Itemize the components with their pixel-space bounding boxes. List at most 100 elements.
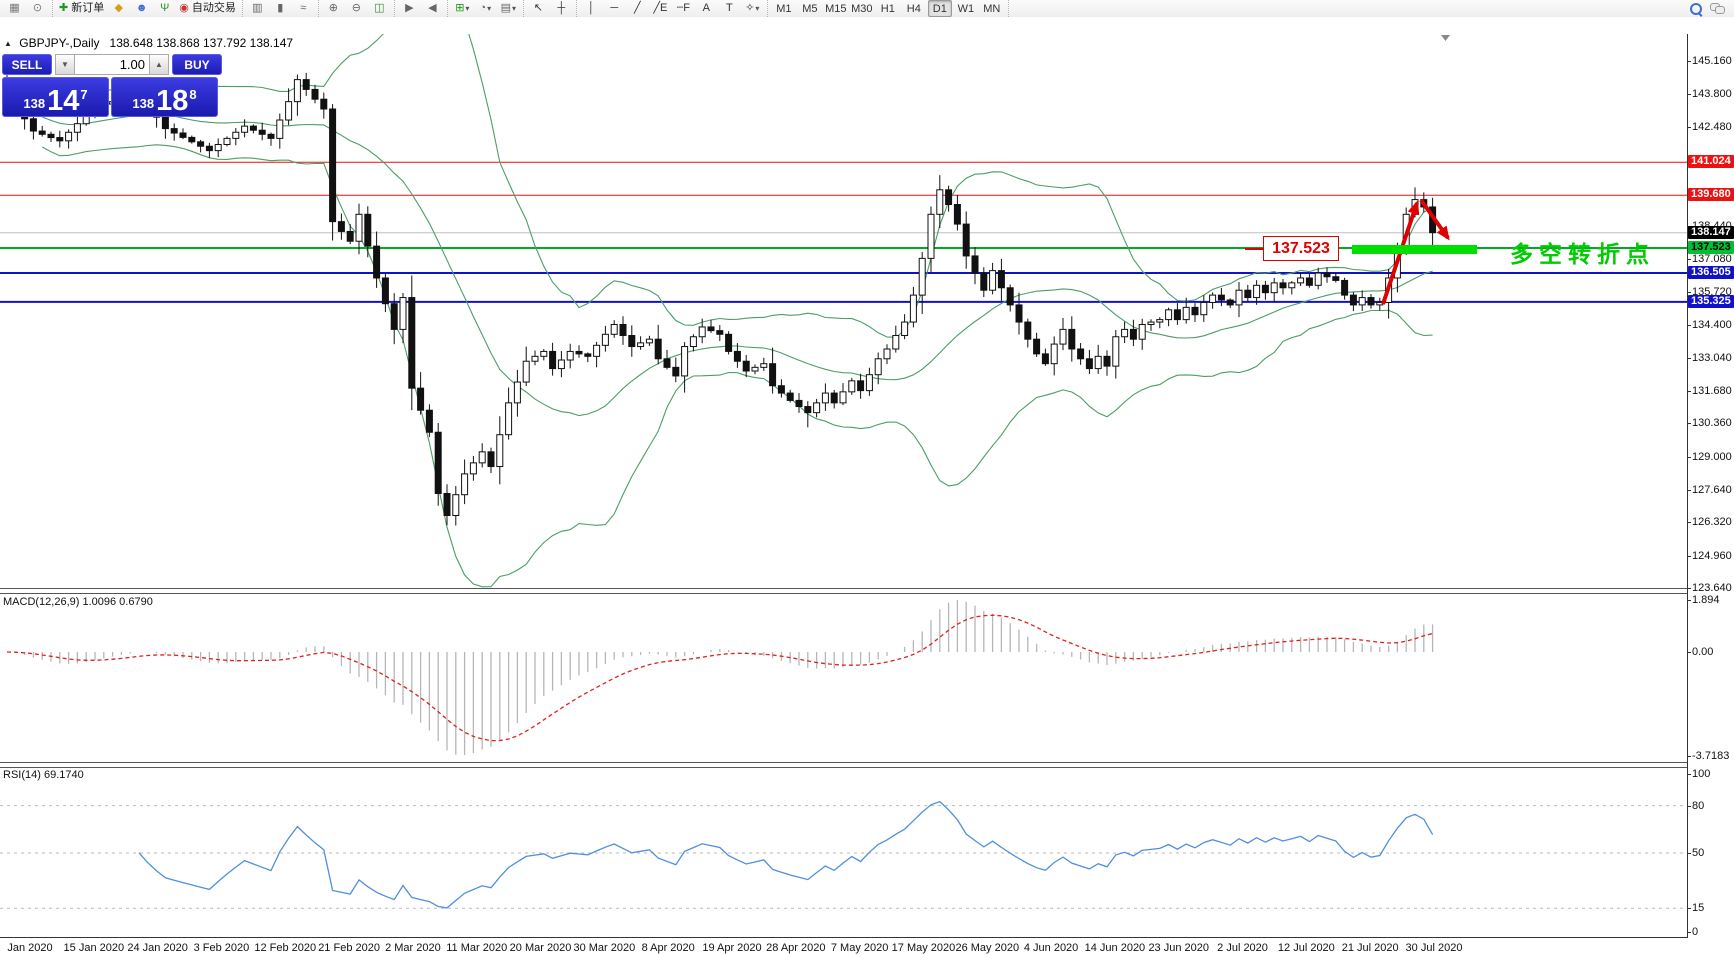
axis-tick xyxy=(1687,292,1691,294)
timeframe-button-w1[interactable]: W1 xyxy=(957,2,975,15)
candle-bullish xyxy=(469,462,477,475)
dropdown-caret-icon[interactable]: ▾ xyxy=(755,4,760,13)
bollinger-middle-band[interactable] xyxy=(42,113,1433,417)
macd-pane[interactable] xyxy=(0,592,1687,763)
candle-bullish xyxy=(1200,301,1208,316)
new-order-icon[interactable]: ✚ 新订单 xyxy=(57,0,106,17)
candle-bullish xyxy=(883,348,891,360)
sell-button[interactable]: SELL xyxy=(2,54,52,75)
price-axis-label: 136.505 xyxy=(1688,265,1734,279)
candle-bearish xyxy=(663,358,671,368)
volume-input[interactable] xyxy=(75,54,149,75)
candle-bullish xyxy=(1094,355,1102,370)
periods-icon: ◔ xyxy=(479,2,487,14)
candle-bearish xyxy=(29,118,37,132)
candle-bullish xyxy=(892,335,900,350)
price-axis-label: 139.680 xyxy=(1688,188,1734,202)
search-icon[interactable] xyxy=(1690,2,1703,17)
timeframe-button-m15[interactable]: M15 xyxy=(825,2,847,15)
text-label-icon: T xyxy=(725,2,733,14)
candle-bearish xyxy=(170,128,178,134)
text-label-icon[interactable]: T xyxy=(719,0,740,17)
buy-button[interactable]: BUY xyxy=(172,54,222,75)
pane-separator[interactable] xyxy=(0,588,1687,594)
pane-separator[interactable] xyxy=(0,762,1687,768)
candle-bearish xyxy=(346,230,354,242)
periods-icon[interactable]: ◔ ▾ xyxy=(475,0,496,17)
tile-windows-icon[interactable]: ◫ xyxy=(369,0,390,17)
buy-price-button[interactable]: 138 18 8 xyxy=(111,77,218,117)
metaeditor-icon[interactable]: ◆ xyxy=(108,0,129,17)
chart-shift-marker[interactable] xyxy=(1441,35,1450,41)
dropdown-caret-icon[interactable]: ▾ xyxy=(487,4,492,13)
indicators-icon[interactable]: ⊞ ▾ xyxy=(452,0,473,17)
dropdown-caret-icon[interactable]: ▾ xyxy=(465,4,470,13)
timeframe-button-m30[interactable]: M30 xyxy=(851,2,873,15)
timeframe-button-m5[interactable]: M5 xyxy=(802,2,818,15)
line-chart-icon[interactable]: ≈ xyxy=(293,0,314,17)
autoscroll-icon[interactable]: ▶ xyxy=(399,0,420,17)
candle-bearish xyxy=(1323,272,1331,278)
trendline-icon[interactable]: ╱ xyxy=(627,0,648,17)
autotrade-icon[interactable]: ◉ 自动交易 xyxy=(177,0,238,17)
down-arrow-annotation[interactable] xyxy=(1419,198,1450,241)
templates-icon[interactable]: ▤ ▾ xyxy=(498,0,519,17)
new-chart-icon[interactable]: ▦ xyxy=(4,0,25,17)
equidistant-channel-icon[interactable]: ╱E xyxy=(650,0,671,17)
pivot-annotation-text[interactable]: 多空转折点 xyxy=(1510,241,1655,267)
text-icon[interactable]: A xyxy=(696,0,717,17)
bollinger-lower-band[interactable] xyxy=(41,144,1433,588)
date-axis-label: 21 Feb 2020 xyxy=(318,942,380,954)
candle-bearish xyxy=(311,88,319,100)
sell-price-button[interactable]: 138 14 7 xyxy=(2,77,109,117)
chart-profile-icon[interactable]: ⊙ xyxy=(27,0,48,17)
vline-icon[interactable]: │ xyxy=(581,0,602,17)
cursor-icon[interactable]: ↖ xyxy=(528,0,549,17)
axis-tick xyxy=(1687,324,1691,326)
arrows-icon[interactable]: ✧ ▾ xyxy=(742,0,763,17)
crosshair-icon[interactable]: ┼ xyxy=(551,0,572,17)
timeframe-button-d1[interactable]: D1 xyxy=(927,0,952,17)
new-chart-icon: ▦ xyxy=(9,2,20,14)
candle-bearish xyxy=(1129,328,1137,340)
bollinger-upper-band[interactable] xyxy=(42,34,1433,338)
support-zone-bar[interactable] xyxy=(1352,245,1477,254)
timeframe-button-m1[interactable]: M1 xyxy=(776,2,792,15)
volume-down-button[interactable]: ▼ xyxy=(55,54,75,75)
zoom-out-icon[interactable]: ⊖ xyxy=(346,0,367,17)
timeframe-button-h1[interactable]: H1 xyxy=(880,2,895,15)
cursor-icon: ↖ xyxy=(533,2,543,14)
candle-bearish xyxy=(945,189,953,206)
community-icon[interactable]: ☻ xyxy=(131,0,152,17)
timeframe-button-h4[interactable]: H4 xyxy=(906,2,921,15)
axis-tick xyxy=(1687,805,1691,807)
signal-icon[interactable]: Ψ xyxy=(154,0,175,17)
zoom-in-icon[interactable]: ⊕ xyxy=(323,0,344,17)
candle-bearish xyxy=(857,380,865,392)
date-axis-label: 30 Mar 2020 xyxy=(573,942,636,954)
chart-window[interactable]: ▲ GBPJPY-,Daily 138.648 138.868 137.792 … xyxy=(0,17,1734,954)
axis-tick xyxy=(1687,94,1691,96)
symbol-title: GBPJPY-,Daily xyxy=(19,36,100,50)
candle-bearish xyxy=(197,141,205,147)
timeframe-button-mn[interactable]: MN xyxy=(983,2,1001,15)
dropdown-caret-icon[interactable]: ▾ xyxy=(512,4,517,13)
chart-shift-icon[interactable]: ◀ xyxy=(422,0,443,17)
candle-chart-icon[interactable]: ▮ xyxy=(270,0,291,17)
rsi-pane[interactable] xyxy=(0,766,1687,937)
candle-bullish xyxy=(927,213,935,259)
price-axis-label: 145.160 xyxy=(1692,55,1732,67)
hline-icon[interactable]: ─ xyxy=(604,0,625,17)
price-callout-box[interactable]: 137.523 xyxy=(1263,236,1339,261)
chat-icon[interactable] xyxy=(1710,3,1725,14)
candle-bearish xyxy=(672,366,680,377)
candle-bullish xyxy=(65,131,73,142)
fibonacci-icon[interactable]: ┄F xyxy=(673,0,694,17)
candle-bearish xyxy=(1085,358,1093,370)
volume-up-button[interactable]: ▲ xyxy=(149,54,169,75)
main-chart-pane[interactable] xyxy=(0,34,1687,589)
collapse-panel-icon[interactable]: ▲ xyxy=(4,39,12,48)
candle-bearish xyxy=(425,409,433,433)
bar-chart-icon[interactable]: ▥ xyxy=(247,0,268,17)
text-icon: A xyxy=(702,2,710,14)
